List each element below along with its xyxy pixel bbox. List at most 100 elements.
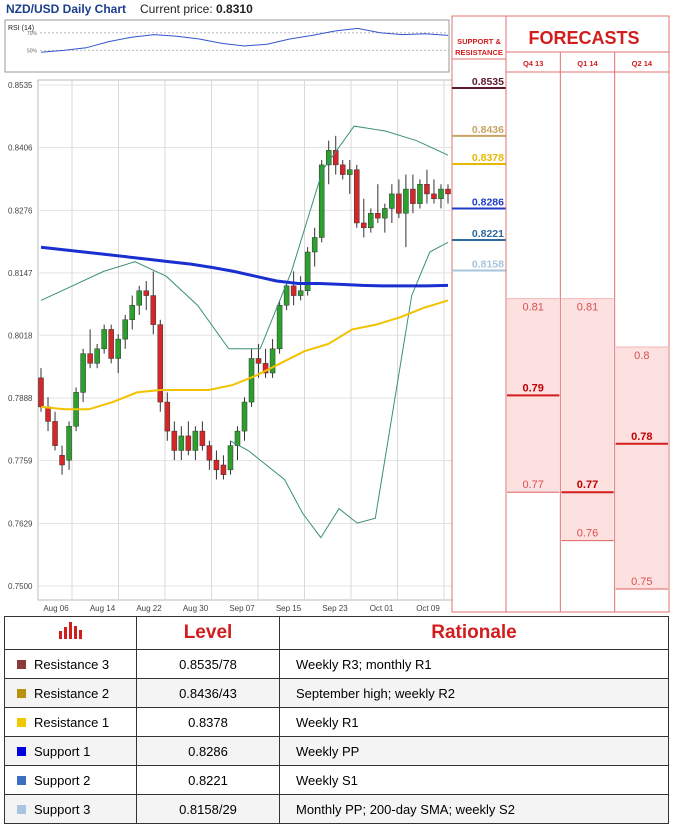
candle-body	[87, 353, 93, 364]
candle-body	[185, 435, 192, 451]
forecast-high-label: 0.81	[522, 302, 543, 314]
forecast-col-header: Q2 14	[632, 59, 653, 68]
candle-body	[255, 358, 262, 364]
level-value-cell: 0.8535/78	[136, 649, 280, 679]
candle-body	[431, 193, 437, 200]
level-color-swatch	[17, 717, 26, 727]
x-tick-label: Sep 23	[322, 604, 348, 613]
rationale-cell: Monthly PP; 200-day SMA; weekly S2	[279, 794, 669, 824]
candle-body	[241, 401, 248, 432]
candle-body	[269, 348, 276, 374]
forecast-high-label: 0.8	[634, 350, 649, 362]
rsi-label: RSI (14)	[8, 25, 34, 32]
levels-table: Level Rationale Resistance 3 0.8535/78 Wee…	[4, 616, 669, 824]
forecast-range-box	[615, 346, 668, 589]
rationale-cell: Weekly S1	[279, 765, 669, 795]
candle-body	[129, 304, 135, 321]
sr-level-label: 0.8378	[472, 152, 504, 164]
candle-body	[396, 193, 402, 214]
candle-body	[382, 208, 388, 219]
candle-body	[304, 251, 311, 291]
forecast-col-header: Q4 13	[523, 59, 543, 68]
bollinger-upper-line	[40, 125, 449, 350]
current-price-value: 0.8310	[216, 2, 253, 16]
level-value-cell: 0.8378	[136, 707, 280, 737]
candle-body	[220, 464, 227, 475]
sma-200-line	[40, 245, 449, 288]
candle-body	[178, 435, 185, 451]
candle-body	[122, 319, 128, 340]
forecast-high-label: 0.81	[577, 302, 598, 314]
level-name-cell: Resistance 2	[4, 678, 137, 708]
y-tick-label: 0.8147	[8, 269, 33, 278]
price-plot-frame	[37, 79, 453, 601]
level-color-swatch	[17, 688, 26, 698]
level-value-cell: 0.8158/29	[136, 794, 280, 824]
candle-body	[339, 164, 346, 175]
bar-chart-icon	[58, 622, 82, 639]
candle-body	[361, 222, 367, 229]
price-panel: 0.8535 0.8406 0.8276 0.8147 0.8018 0.7888 0.77…	[8, 79, 453, 613]
table-row: Support 1 0.8286 Weekly PP	[4, 736, 669, 766]
table-header-level: Level	[136, 616, 280, 650]
forecast-low-label: 0.77	[522, 479, 543, 491]
forecast-range-box	[561, 298, 614, 541]
candle-body	[354, 169, 360, 224]
candle-body	[410, 188, 416, 204]
forecasts-panel: FORECASTS Q4 13 Q1 14 Q2 14 0.81 0.79 0.77 0.81…	[505, 15, 670, 613]
level-color-swatch	[17, 804, 26, 814]
level-color-swatch	[17, 775, 26, 785]
x-tick-label: Oct 09	[416, 604, 440, 613]
level-name: Resistance 1	[34, 714, 110, 730]
level-value-cell: 0.8221	[136, 765, 280, 795]
candle-body	[445, 188, 451, 195]
candle-body	[94, 348, 100, 364]
level-name-cell: Resistance 1	[4, 707, 137, 737]
candle-body	[45, 406, 51, 422]
table-header-rationale: Rationale	[279, 616, 669, 650]
table-row: Resistance 2 0.8436/43 September high; wee…	[4, 678, 669, 708]
candle-body	[389, 193, 395, 209]
level-name: Resistance 2	[34, 685, 110, 701]
level-name: Support 2	[34, 772, 91, 788]
sr-level-label: 0.8436	[472, 124, 504, 136]
candle-body	[213, 459, 220, 471]
candle-body	[318, 164, 325, 238]
level-value-cell: 0.8286	[136, 736, 280, 766]
chart-title: NZD/USD Daily Chart	[6, 2, 127, 16]
candle-body	[368, 213, 374, 229]
level-name-cell: Support 2	[4, 765, 137, 795]
candle-body	[262, 363, 269, 374]
candle-body	[297, 290, 304, 296]
candle-body	[227, 445, 234, 471]
y-tick-label: 0.7629	[8, 520, 33, 529]
bollinger-lower-line	[229, 241, 449, 539]
chart-area: RSI (14)70%50% 0.85350.84060.82760.81470…	[4, 15, 670, 613]
y-tick-label: 0.7888	[8, 394, 33, 403]
candle-body	[375, 213, 381, 219]
candle-body	[143, 290, 150, 296]
candle-body	[52, 421, 58, 446]
candle-body	[325, 150, 332, 166]
x-tick-label: Aug 22	[136, 604, 162, 613]
candle-body	[438, 188, 444, 200]
level-name: Support 1	[34, 743, 91, 759]
level-color-swatch	[17, 659, 26, 669]
rsi-line	[40, 27, 449, 53]
forecasts-title: FORECASTS	[528, 28, 639, 48]
rationale-cell: Weekly R1	[279, 707, 669, 737]
candle-body	[276, 304, 283, 350]
candle-body	[424, 183, 430, 195]
candle-body	[311, 237, 318, 253]
y-tick-label: 0.7759	[8, 457, 33, 466]
candle-body	[234, 430, 241, 446]
candle-body	[108, 329, 114, 359]
candle-body	[199, 430, 206, 446]
table-header-icon	[4, 616, 137, 650]
candle-body	[248, 358, 255, 403]
candle-body	[164, 401, 171, 432]
candle-body	[115, 338, 121, 359]
candle-body	[150, 295, 157, 325]
candle-body	[192, 430, 199, 451]
chart-header: NZD/USD Daily Chart Current price: 0.831…	[0, 0, 452, 18]
